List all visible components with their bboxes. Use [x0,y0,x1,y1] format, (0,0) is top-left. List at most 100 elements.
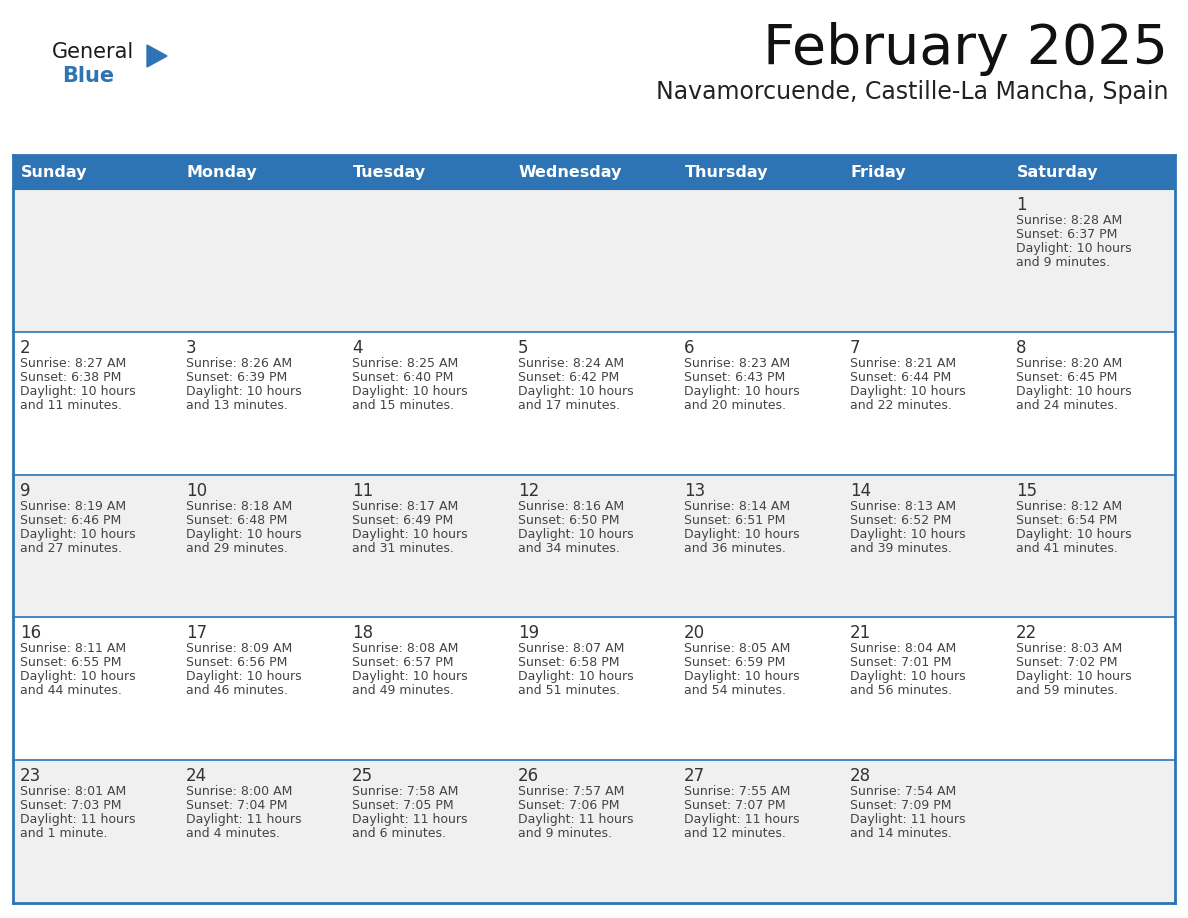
Text: and 14 minutes.: and 14 minutes. [849,827,952,840]
Text: Daylight: 10 hours: Daylight: 10 hours [187,670,302,683]
Text: 12: 12 [518,482,539,499]
Text: February 2025: February 2025 [763,22,1168,76]
Bar [1009,331,1175,475]
Text: and 39 minutes.: and 39 minutes. [849,542,952,554]
Text: Sunset: 6:48 PM: Sunset: 6:48 PM [187,513,287,527]
Text: Daylight: 10 hours: Daylight: 10 hours [518,528,633,541]
Bar [179,189,345,331]
Bar [345,475,511,618]
Text: Sunrise: 8:00 AM: Sunrise: 8:00 AM [187,785,292,798]
Text: Sunset: 6:50 PM: Sunset: 6:50 PM [518,513,619,527]
Text: Daylight: 10 hours: Daylight: 10 hours [187,385,302,397]
Text: 17: 17 [187,624,207,643]
Text: Thursday: Thursday [685,164,769,180]
Text: Daylight: 11 hours: Daylight: 11 hours [518,813,633,826]
Text: and 46 minutes.: and 46 minutes. [187,685,287,698]
Text: and 22 minutes.: and 22 minutes. [849,398,952,412]
Text: Monday: Monday [187,164,258,180]
Text: Sunrise: 8:23 AM: Sunrise: 8:23 AM [684,357,790,370]
Text: Sunrise: 8:24 AM: Sunrise: 8:24 AM [518,357,624,370]
Text: Sunset: 6:52 PM: Sunset: 6:52 PM [849,513,952,527]
Text: 13: 13 [684,482,706,499]
Bar [511,618,677,760]
Bar [13,189,179,331]
Text: Blue: Blue [62,66,114,86]
Bar [179,475,345,618]
Text: Daylight: 11 hours: Daylight: 11 hours [849,813,966,826]
Text: and 15 minutes.: and 15 minutes. [352,398,454,412]
Text: 11: 11 [352,482,373,499]
Text: and 44 minutes.: and 44 minutes. [20,685,122,698]
Text: 25: 25 [352,767,373,785]
Bar [511,760,677,903]
Bar [179,760,345,903]
Text: Sunrise: 8:20 AM: Sunrise: 8:20 AM [1016,357,1123,370]
Text: Daylight: 10 hours: Daylight: 10 hours [352,385,468,397]
Text: Sunrise: 8:25 AM: Sunrise: 8:25 AM [352,357,459,370]
Text: Sunrise: 8:01 AM: Sunrise: 8:01 AM [20,785,126,798]
Text: Sunset: 7:06 PM: Sunset: 7:06 PM [518,800,619,812]
Text: Sunrise: 8:05 AM: Sunrise: 8:05 AM [684,643,790,655]
Text: and 49 minutes.: and 49 minutes. [352,685,454,698]
Bar [843,475,1009,618]
Bar [677,331,843,475]
Bar [1009,618,1175,760]
Bar [677,760,843,903]
Bar [345,618,511,760]
Text: Daylight: 10 hours: Daylight: 10 hours [684,670,800,683]
Text: Sunrise: 8:19 AM: Sunrise: 8:19 AM [20,499,126,512]
Text: General: General [52,42,134,62]
Text: Sunset: 6:42 PM: Sunset: 6:42 PM [518,371,619,384]
Text: Daylight: 10 hours: Daylight: 10 hours [1016,670,1132,683]
Text: Daylight: 10 hours: Daylight: 10 hours [20,670,135,683]
Text: Sunrise: 7:55 AM: Sunrise: 7:55 AM [684,785,790,798]
Text: Sunrise: 7:57 AM: Sunrise: 7:57 AM [518,785,625,798]
Text: Sunrise: 8:28 AM: Sunrise: 8:28 AM [1016,214,1123,227]
Bar [13,475,179,618]
Text: Sunrise: 8:18 AM: Sunrise: 8:18 AM [187,499,292,512]
Text: and 59 minutes.: and 59 minutes. [1016,685,1118,698]
Text: 10: 10 [187,482,207,499]
Text: Daylight: 10 hours: Daylight: 10 hours [352,670,468,683]
Text: 27: 27 [684,767,706,785]
Text: 19: 19 [518,624,539,643]
Text: Sunset: 6:58 PM: Sunset: 6:58 PM [518,656,619,669]
Text: 3: 3 [187,339,197,357]
Text: and 6 minutes.: and 6 minutes. [352,827,446,840]
Bar [843,331,1009,475]
Text: Sunset: 7:02 PM: Sunset: 7:02 PM [1016,656,1118,669]
Text: Sunrise: 8:27 AM: Sunrise: 8:27 AM [20,357,126,370]
Text: Sunset: 6:43 PM: Sunset: 6:43 PM [684,371,785,384]
Text: 8: 8 [1016,339,1026,357]
Bar [511,475,677,618]
Text: and 56 minutes.: and 56 minutes. [849,685,952,698]
Text: Sunset: 7:03 PM: Sunset: 7:03 PM [20,800,121,812]
Bar [179,331,345,475]
Text: and 12 minutes.: and 12 minutes. [684,827,786,840]
Text: 1: 1 [1016,196,1026,214]
Text: and 17 minutes.: and 17 minutes. [518,398,620,412]
Text: Sunrise: 8:03 AM: Sunrise: 8:03 AM [1016,643,1123,655]
Text: and 1 minute.: and 1 minute. [20,827,107,840]
Text: Daylight: 10 hours: Daylight: 10 hours [1016,528,1132,541]
Text: Sunset: 6:54 PM: Sunset: 6:54 PM [1016,513,1118,527]
Bar [345,760,511,903]
Text: 23: 23 [20,767,42,785]
Bar [1009,189,1175,331]
Bar [13,331,179,475]
Text: Daylight: 10 hours: Daylight: 10 hours [518,385,633,397]
Text: 6: 6 [684,339,695,357]
Text: and 9 minutes.: and 9 minutes. [1016,256,1110,269]
Text: Sunrise: 8:11 AM: Sunrise: 8:11 AM [20,643,126,655]
Text: Sunset: 6:40 PM: Sunset: 6:40 PM [352,371,454,384]
Text: Sunset: 7:09 PM: Sunset: 7:09 PM [849,800,952,812]
Bar [13,155,179,189]
Text: Daylight: 10 hours: Daylight: 10 hours [684,385,800,397]
Text: Daylight: 11 hours: Daylight: 11 hours [187,813,302,826]
Bar [677,155,843,189]
Text: Sunset: 6:49 PM: Sunset: 6:49 PM [352,513,454,527]
Bar [345,331,511,475]
Text: Daylight: 10 hours: Daylight: 10 hours [849,385,966,397]
Text: Daylight: 11 hours: Daylight: 11 hours [352,813,468,826]
Bar [13,760,179,903]
